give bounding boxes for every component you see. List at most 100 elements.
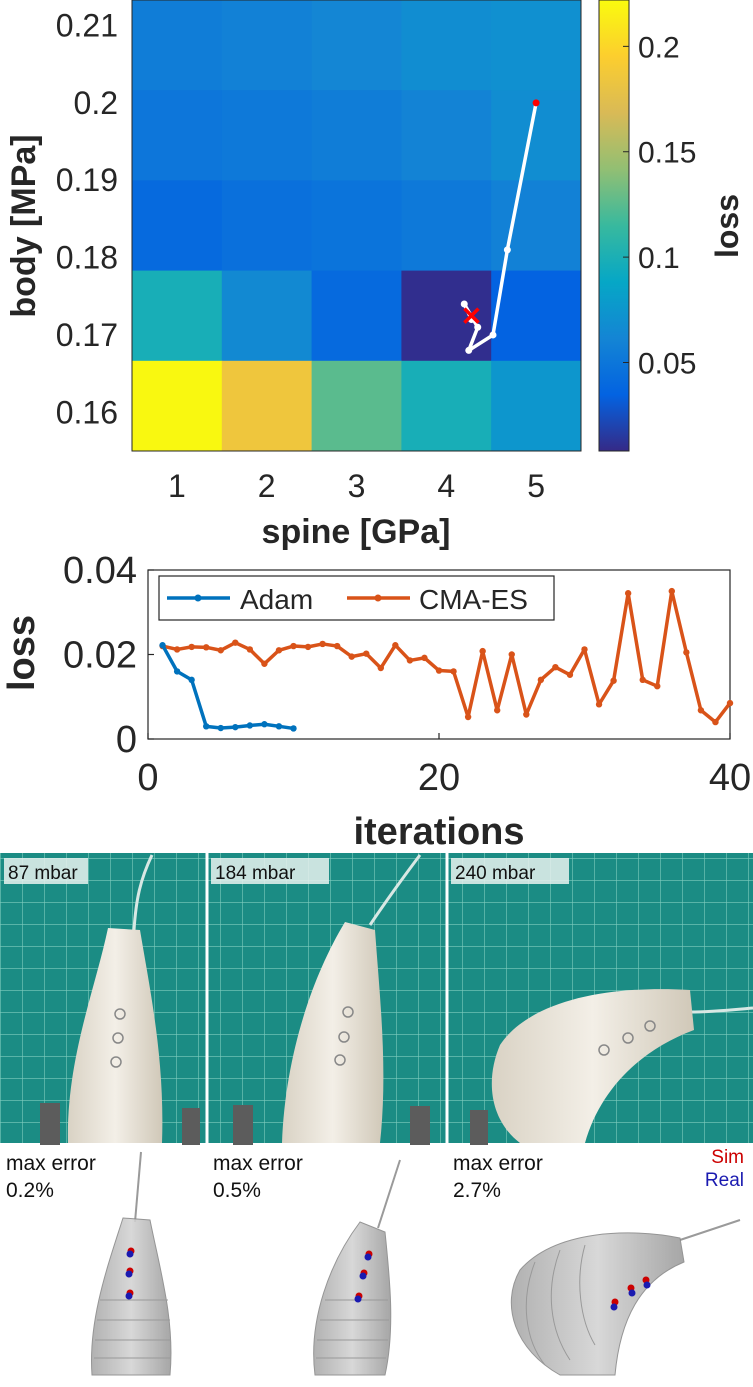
actuator-body [282, 922, 384, 1143]
photo-panel-1: 87 mbar [4, 854, 200, 1145]
colorbar-tick-label: 0.1 [638, 242, 680, 275]
optimization-path-point [503, 246, 511, 254]
heatmap-cell [401, 90, 492, 181]
heatmap-chart: 1 2 3 4 5 0.16 0.17 0.18 0.19 0.2 0.21 spine [GPa… [5, 0, 582, 551]
series-point [188, 676, 195, 684]
heatmap-cell [311, 0, 402, 91]
simulation-render-1 [90, 1151, 172, 1376]
heatmap-cells [132, 0, 582, 452]
real-legend-label: Real [705, 1170, 744, 1191]
heatmap-cell [401, 0, 492, 91]
error-value: 0.2% [6, 1179, 54, 1202]
series-point [217, 724, 224, 732]
optimum-marker [463, 307, 480, 324]
series-line-adam [161, 644, 294, 731]
real-point [354, 1295, 362, 1303]
series-point [566, 671, 574, 678]
series-point [479, 647, 486, 655]
series-point [173, 646, 181, 653]
series-point [304, 643, 312, 651]
line-y-tick-label: 0.04 [63, 550, 137, 592]
colorbar-tick-label: 0.15 [638, 137, 696, 170]
series-point [261, 721, 268, 728]
heatmap-x-tick: 5 [527, 468, 545, 504]
heatmap-cell [221, 180, 313, 272]
optimization-path-point [474, 323, 482, 331]
sim-chambers [94, 1299, 171, 1359]
pressure-label: 87 mbar [8, 863, 78, 884]
line-x-tick-label: 20 [418, 757, 460, 799]
error-value: 0.5% [213, 1179, 261, 1202]
optimization-path-point [489, 331, 497, 339]
error-label: max error [213, 1152, 303, 1175]
heatmap-cell [311, 180, 402, 272]
simulation-render-2 [313, 1159, 401, 1376]
optimization-path [460, 99, 540, 354]
series-point [232, 723, 239, 731]
heatmap-cell [401, 180, 492, 272]
series-point [464, 713, 472, 721]
heatmap-cell [132, 270, 223, 362]
sim-chambers [525, 1244, 596, 1366]
series-point [319, 640, 326, 648]
series-point [203, 644, 210, 651]
heatmap-x-ticks: 1 2 3 4 5 [168, 468, 545, 504]
heatmap-x-tick: 1 [168, 468, 186, 504]
series-point [348, 653, 355, 660]
loss-line-chart: 0 20 40 0 0.02 0.04 Adam CMA-ES iterations lo… [1, 550, 751, 853]
pressure-label-bg [4, 858, 88, 884]
sim-tube [679, 1219, 741, 1241]
series-point [639, 676, 646, 684]
heatmap-y-label: body [MPa] [5, 134, 43, 317]
colorbar: 0.05 0.1 0.15 0.2 loss [598, 0, 745, 452]
series-point [508, 651, 515, 658]
sim-tube [377, 1159, 401, 1229]
heatmap-cell [401, 360, 492, 452]
error-label: max error [6, 1152, 96, 1175]
real-point [125, 1292, 133, 1300]
optimization-path-point [460, 300, 468, 308]
real-point [364, 1253, 372, 1261]
mount-post [470, 1110, 488, 1145]
colorbar-ticks: 0.05 0.1 0.15 0.2 [623, 31, 696, 380]
real-point [125, 1270, 133, 1278]
series-point [377, 664, 384, 672]
line-y-tick-label: 0 [116, 719, 137, 761]
heatmap-x-tick: 4 [437, 468, 455, 504]
photo-panel-2: 184 mbar [211, 854, 430, 1145]
marker-dot [334, 1054, 346, 1066]
heatmap-cell [132, 180, 223, 272]
line-chart-legend: Adam CMA-ES [158, 575, 555, 621]
heatmap-y-tick: 0.21 [56, 8, 118, 44]
heatmap-cell [132, 360, 223, 452]
real-point [610, 1303, 618, 1311]
series-point [246, 722, 254, 729]
series-line-cma-es [162, 589, 732, 724]
series-point [203, 723, 210, 730]
series-point [683, 649, 690, 656]
heatmap-frame [131, 0, 582, 452]
series-point [610, 677, 617, 684]
heatmap-cell [221, 0, 313, 91]
photo-panel-3: 240 mbar [451, 858, 753, 1145]
series-point [363, 650, 370, 657]
series-point [552, 663, 559, 671]
heatmap-cell [491, 0, 582, 91]
series-point [275, 723, 283, 730]
legend-adam-marker [194, 594, 202, 602]
pressure-label-bg [211, 858, 329, 884]
line-x-tick-label: 40 [709, 757, 751, 799]
line-y-tick-label: 0.02 [63, 635, 137, 677]
heatmap-x-label: spine [GPa] [262, 513, 451, 551]
series-point [712, 718, 719, 726]
series-point [188, 643, 195, 651]
series-point [333, 642, 341, 650]
optimization-path-point [532, 99, 540, 107]
colorbar-label: loss [709, 194, 745, 258]
heatmap-y-tick: 0.2 [74, 85, 118, 121]
series-point [537, 676, 545, 684]
colorbar-tick-label: 0.05 [638, 347, 696, 380]
pressure-label-bg [451, 858, 569, 884]
heatmap-cell [221, 90, 313, 181]
